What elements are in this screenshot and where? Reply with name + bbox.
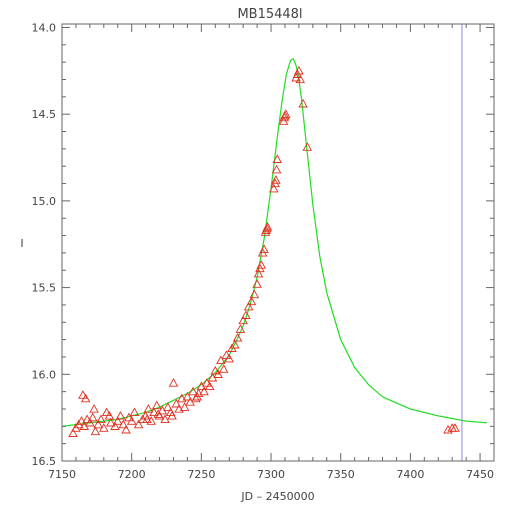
x-tick-label: 7450 <box>466 468 494 481</box>
observation-point <box>280 109 291 118</box>
observation-point <box>271 164 282 174</box>
observation-point <box>168 378 179 387</box>
observation-point <box>110 421 120 430</box>
observation-point <box>235 324 246 333</box>
x-tick-label: 7400 <box>396 468 424 481</box>
observation-point <box>210 365 221 375</box>
observation-point <box>249 289 260 299</box>
observation-point <box>238 315 248 325</box>
observation-point <box>199 386 209 396</box>
x-axis: 7150 7200 7250 7300 7350 7400 7450 <box>48 24 494 481</box>
observation-point <box>246 296 257 306</box>
observation-point <box>118 419 129 429</box>
observation-point <box>142 414 152 424</box>
observation-point <box>188 386 198 396</box>
observation-point <box>295 74 306 84</box>
y-tick-label: 14.0 <box>32 21 57 34</box>
observation-point <box>82 414 92 424</box>
observation-point <box>124 412 134 422</box>
observation-point <box>450 423 460 432</box>
x-tick-label: 7300 <box>257 468 285 481</box>
observation-point <box>153 409 163 418</box>
x-tick-label: 7250 <box>187 468 215 481</box>
observation-point <box>202 378 212 387</box>
y-axis: 14.0 14.5 15.0 15.5 16.0 16.5 <box>32 21 494 468</box>
observation-point <box>104 410 115 420</box>
observation-point <box>253 268 264 278</box>
observation-point <box>272 154 283 163</box>
observation-point <box>96 414 106 424</box>
chart-title: MB15448l <box>237 7 302 22</box>
observation-point <box>221 350 232 359</box>
observation-point <box>213 369 223 378</box>
observation-point <box>80 393 91 403</box>
y-tick-label: 16.0 <box>32 368 57 381</box>
model-curve-layer <box>61 57 488 427</box>
observation-point <box>171 398 182 408</box>
y-tick-label: 16.5 <box>32 455 57 468</box>
observation-point <box>126 416 137 425</box>
y-tick-label: 15.5 <box>32 282 57 295</box>
observation-point <box>121 424 131 434</box>
observation-point <box>112 416 123 425</box>
observation-point <box>106 417 116 427</box>
observation-point <box>262 221 273 231</box>
observation-point <box>90 426 101 436</box>
observation-point <box>115 410 126 420</box>
observation-point <box>68 428 78 437</box>
observation-point <box>140 410 151 420</box>
observations-layer <box>68 65 460 437</box>
observation-point <box>230 339 240 349</box>
observation-point <box>167 410 177 420</box>
observation-point <box>143 404 154 413</box>
observation-point <box>93 419 103 429</box>
observation-point <box>443 424 453 434</box>
observation-point <box>76 416 87 425</box>
observation-point <box>294 65 304 75</box>
observation-point <box>192 391 202 401</box>
observation-point <box>224 353 234 363</box>
observation-point <box>99 423 109 432</box>
observation-point <box>85 417 95 427</box>
observation-point <box>149 407 159 417</box>
observation-point <box>165 407 176 417</box>
observation-point <box>298 98 308 108</box>
observation-point <box>256 260 267 269</box>
observation-point <box>160 414 170 424</box>
y-tick-label: 14.5 <box>32 108 57 121</box>
observation-point <box>133 419 144 429</box>
observation-point <box>146 416 156 425</box>
observation-point <box>182 391 193 401</box>
x-tick-label: 7150 <box>48 468 76 481</box>
observation-point <box>218 364 229 373</box>
observation-point <box>78 390 88 399</box>
observation-point <box>216 355 226 365</box>
x-tick-label: 7200 <box>118 468 146 481</box>
x-axis-label: JD – 2450000 <box>240 490 314 503</box>
observation-point <box>87 412 98 422</box>
observation-point <box>204 381 215 391</box>
observation-point <box>179 402 190 411</box>
observation-point <box>232 332 243 342</box>
y-axis-label: I <box>20 237 23 250</box>
observation-point <box>243 301 254 311</box>
model-curve <box>61 57 488 427</box>
plot-frame <box>61 23 495 462</box>
observation-point <box>101 407 112 417</box>
observation-point <box>271 175 281 184</box>
observation-point <box>252 279 262 288</box>
observation-point <box>129 407 140 417</box>
x-tick-label: 7350 <box>327 468 355 481</box>
observation-point <box>241 310 251 319</box>
y-tick-label: 15.0 <box>32 195 57 208</box>
observation-point <box>152 400 162 410</box>
observation-point <box>177 393 187 403</box>
observation-point <box>302 142 313 151</box>
observation-point <box>163 402 173 411</box>
observation-point <box>269 183 279 193</box>
observation-point <box>89 404 99 413</box>
observation-point <box>259 244 269 254</box>
